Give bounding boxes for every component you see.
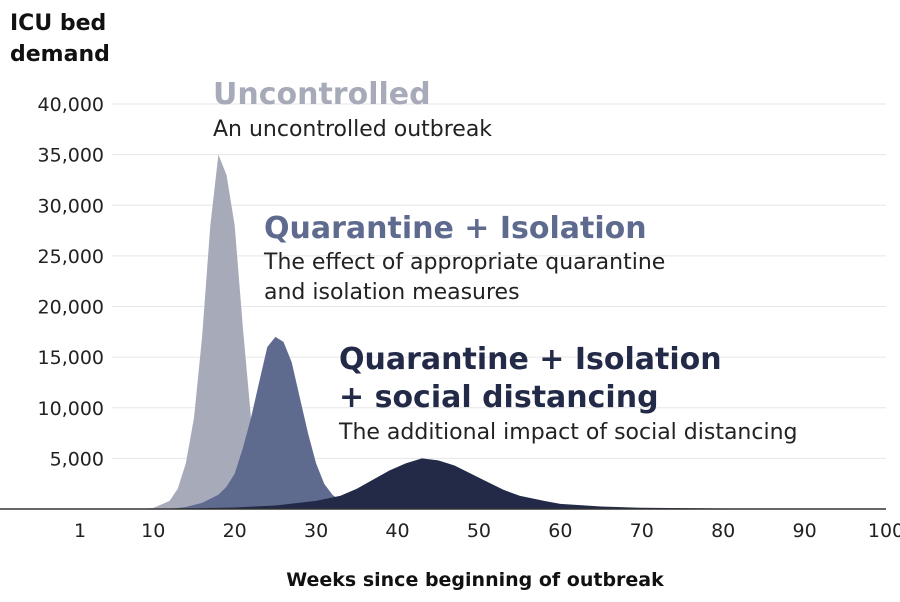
x-tick-label: 100: [868, 520, 900, 542]
annotation-social-distancing-desc: The additional impact of social distanci…: [338, 420, 798, 445]
x-tick-label: 50: [467, 520, 491, 542]
annotation-quarantine-desc-line-2: and isolation measures: [264, 280, 520, 305]
x-tick-label: 1: [74, 520, 86, 542]
annotation-social-distancing-title-line-2: + social distancing: [339, 380, 659, 415]
series-area-quarantine: [169, 336, 382, 509]
y-tick-label: 40,000: [38, 94, 104, 116]
annotation-uncontrolled-title: Uncontrolled: [213, 77, 431, 112]
x-tick-label: 80: [711, 520, 735, 542]
annotation-quarantine-desc-line-1: The effect of appropriate quarantine: [263, 250, 665, 275]
y-tick-label: 5,000: [50, 448, 104, 470]
series-area-social_distancing: [80, 458, 886, 509]
annotation-uncontrolled-desc: An uncontrolled outbreak: [213, 117, 492, 142]
series-areas: [80, 154, 886, 509]
series-area-uncontrolled: [137, 154, 317, 509]
x-tick-label: 40: [385, 520, 409, 542]
x-tick-labels: 1 10 20 30 40 50 60 70 80 90 100: [74, 520, 900, 542]
y-axis-label-line-1: ICU bed: [10, 11, 106, 36]
x-tick-label: 60: [548, 520, 572, 542]
y-tick-label: 10,000: [38, 398, 104, 420]
x-tick-label: 70: [630, 520, 654, 542]
annotation-quarantine-title: Quarantine + Isolation: [264, 211, 647, 246]
x-axis-label: Weeks since beginning of outbreak: [286, 569, 664, 591]
y-axis-label-line-2: demand: [10, 42, 110, 67]
y-tick-label: 15,000: [38, 347, 104, 369]
x-tick-label: 20: [223, 520, 247, 542]
y-tick-label: 20,000: [38, 297, 104, 319]
x-tick-label: 90: [792, 520, 816, 542]
x-tick-label: 30: [304, 520, 328, 542]
y-tick-label: 35,000: [38, 145, 104, 167]
y-tick-label: 30,000: [38, 195, 104, 217]
x-tick-label: 10: [141, 520, 165, 542]
y-tick-label: 25,000: [38, 246, 104, 268]
annotation-social-distancing-title-line-1: Quarantine + Isolation: [339, 342, 722, 377]
y-tick-labels: 5,000 10,000 15,000 20,000 25,000 30,000 35,00…: [38, 94, 104, 470]
